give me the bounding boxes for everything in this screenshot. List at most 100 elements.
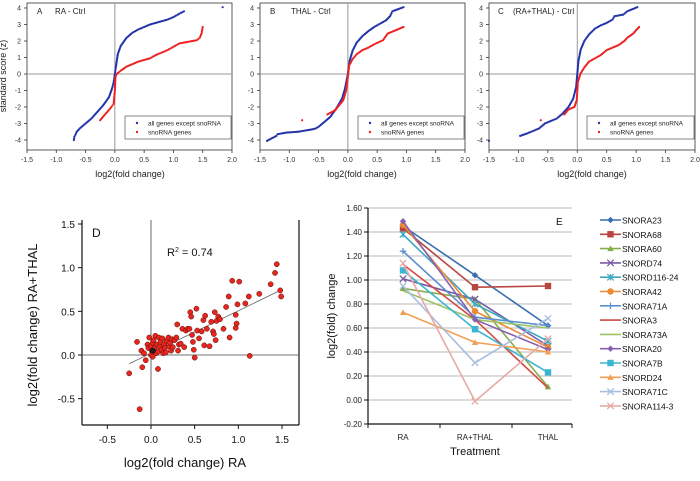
snorna-point: [195, 39, 198, 42]
legend-label: SNORA68: [622, 230, 662, 240]
legend-box: [357, 115, 465, 140]
y-tick-label: 1.00: [346, 276, 362, 285]
y-tick-label: -3: [248, 121, 254, 128]
plot-frame: [259, 2, 466, 151]
series-line: [402, 227, 549, 289]
series-marker: [607, 245, 614, 252]
data-point: [220, 325, 227, 332]
data-point: [169, 344, 176, 350]
y-tick-label: 0.60: [346, 324, 362, 333]
data-point: [201, 342, 208, 349]
legend-item: SNORD74: [600, 258, 662, 268]
y-tick-label: 1: [479, 55, 483, 62]
series-snord24: [399, 309, 552, 355]
legend-item: SNORA73A: [600, 330, 668, 340]
legend-label: SNORA114-3: [622, 401, 674, 411]
series-snora20: [399, 218, 552, 353]
data-point: [190, 346, 197, 353]
legend-marker-genes: [135, 121, 139, 125]
x-tick-label: 0.5: [139, 157, 149, 164]
snorna-point: [111, 104, 114, 107]
data-point: [189, 332, 195, 338]
x-tick-label: 1.5: [431, 157, 441, 164]
y-tick-label: 1: [17, 55, 21, 62]
series-marker: [399, 267, 407, 274]
legend-label: SNORA7B: [622, 359, 663, 369]
legend-label: SNORA23: [622, 216, 662, 226]
legend-item: SNORA23: [600, 216, 662, 226]
legend-label: all genes except snoRNA: [148, 121, 222, 128]
data-point: [136, 406, 143, 412]
data-point: [155, 366, 161, 372]
series-marker: [399, 285, 407, 291]
y-tick-label: 1.20: [346, 252, 362, 261]
y-tick-label: 1.60: [346, 204, 362, 213]
data-point: [267, 281, 274, 288]
data-point: [246, 353, 253, 359]
y-tick-label: 0.20: [346, 372, 362, 381]
panel-c-xlabel: log2(fold change): [557, 169, 627, 179]
gene-point: [74, 132, 78, 135]
legend-marker-genes: [368, 121, 372, 125]
y-tick-label: -0.20: [344, 420, 363, 429]
legend-item: SNORA3: [600, 316, 657, 326]
legend: all genes except snoRNA snoRNA genes: [357, 115, 465, 140]
data-point: [236, 278, 243, 285]
series-marker: [606, 259, 615, 267]
plot-frame: [26, 2, 233, 151]
legend-item: SNORD116-24: [600, 273, 679, 283]
data-point: [206, 343, 213, 350]
series-snora71c: [399, 282, 552, 367]
panel-d-label: D: [92, 226, 101, 240]
data-point: [174, 321, 181, 328]
series-marker: [471, 272, 479, 279]
data-point: [196, 335, 202, 342]
x-tick-label: 0.5: [188, 435, 202, 446]
legend-box: [124, 115, 232, 140]
x-tick-label: -1.5: [21, 157, 33, 164]
legend-item: SNORA60: [600, 244, 662, 254]
gene-point: [72, 138, 75, 142]
series-marker: [607, 216, 614, 224]
gene-point: [388, 15, 392, 18]
x-tick-label: 1.0: [631, 157, 641, 164]
series-marker: [544, 314, 552, 323]
series-marker: [544, 383, 552, 390]
y-tick-label: 0.00: [346, 396, 362, 405]
gene-point: [611, 18, 614, 21]
data-point: [142, 357, 149, 364]
x-tick-label: -0.5: [542, 157, 554, 164]
x-tick-label: -1.5: [254, 157, 266, 164]
series-marker: [607, 359, 614, 367]
data-point: [242, 300, 249, 307]
gene-point: [487, 139, 491, 142]
data-point: [223, 304, 229, 310]
gene-point: [111, 84, 114, 87]
x-tick-label: 2.0: [690, 157, 700, 164]
panel-e-ylabel: log2(fold) change: [326, 273, 338, 358]
data-point: [234, 301, 241, 308]
x-tick-label: 1.0: [169, 157, 179, 164]
legend-item: SNORA7B: [600, 359, 663, 369]
series-marker: [471, 359, 479, 367]
snorna-point: [201, 25, 204, 29]
data-point: [232, 311, 239, 318]
data-point: [173, 334, 180, 341]
data-point: [141, 350, 147, 357]
x-tick-label: 2.0: [227, 157, 237, 164]
gene-point: [389, 13, 392, 16]
legend-label: all genes except snoRNA: [381, 121, 455, 128]
legend-item: SNORA42: [600, 287, 662, 297]
y-tick-label: 0.40: [346, 348, 362, 357]
gene-point: [111, 86, 114, 89]
legend-label: SNORA73A: [622, 330, 668, 340]
legend-label: SNORD24: [622, 373, 662, 383]
data-point: [245, 293, 252, 300]
panel-c-chart: C (RA+THAL) - Ctrl log2(fold change) 4 3 2…: [477, 2, 700, 179]
gene-point: [113, 71, 117, 74]
x-tick-label: 1.5: [198, 157, 208, 164]
legend-item: SNORA71C: [600, 387, 668, 397]
data-point: [134, 339, 140, 345]
gene-point: [114, 69, 117, 72]
x-tick-label: 2.0: [460, 157, 470, 164]
